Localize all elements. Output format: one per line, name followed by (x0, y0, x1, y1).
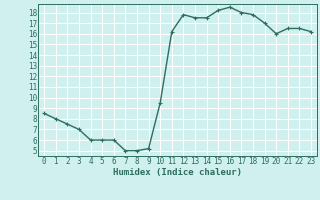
X-axis label: Humidex (Indice chaleur): Humidex (Indice chaleur) (113, 168, 242, 177)
